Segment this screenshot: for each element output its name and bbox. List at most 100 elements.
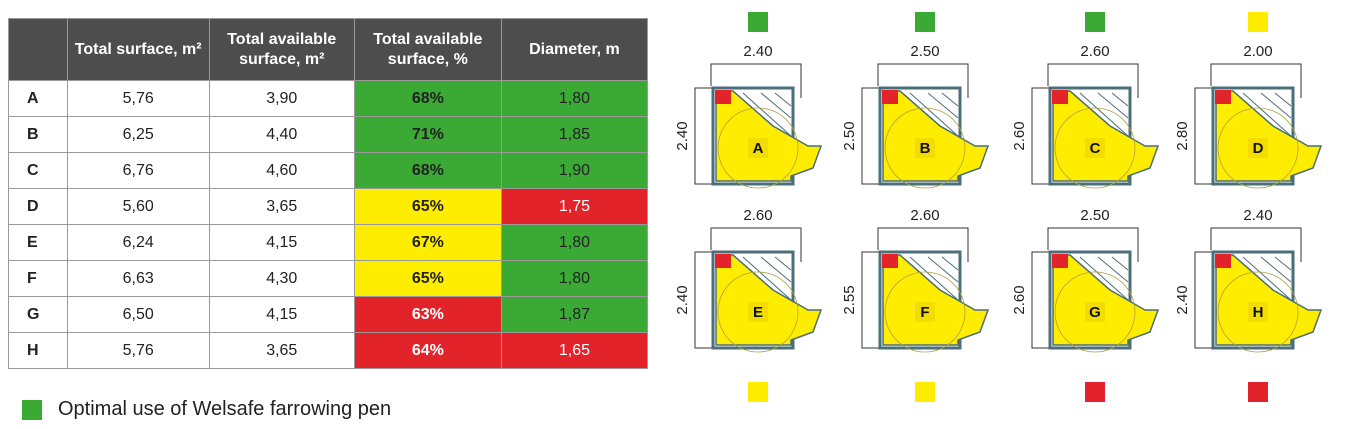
table-cell: D xyxy=(8,188,68,225)
table-cell: 6,24 xyxy=(66,224,210,261)
table-cell: 5,76 xyxy=(66,80,210,117)
pen-label: B xyxy=(920,140,931,157)
table-cell: 64% xyxy=(353,332,502,369)
table-row: D 5,60 3,65 65% 1,75 xyxy=(8,188,649,225)
status-square xyxy=(748,12,768,32)
turning-circle xyxy=(884,271,966,353)
crate-bars xyxy=(1242,92,1292,137)
table-cell: 1,85 xyxy=(500,116,649,153)
table-row: F 6,63 4,30 65% 1,80 xyxy=(8,260,649,297)
depth-label: 2.80 xyxy=(1174,121,1191,150)
width-bracket xyxy=(877,63,969,98)
creep-corner xyxy=(1052,254,1068,268)
width-label: 2.50 xyxy=(1080,207,1109,224)
label-box xyxy=(1085,138,1105,158)
pen-label: H xyxy=(1253,304,1264,321)
turning-circle xyxy=(717,107,799,189)
label-box xyxy=(748,302,768,322)
table-cell: 5,60 xyxy=(66,188,210,225)
depth-label: 2.50 xyxy=(841,121,858,150)
depth-label: 2.40 xyxy=(674,121,691,150)
depth-bracket xyxy=(694,87,715,185)
table-row: C 6,76 4,60 68% 1,90 xyxy=(8,152,649,189)
label-box xyxy=(748,138,768,158)
table-cell: 1,75 xyxy=(500,188,649,225)
table-cell: E xyxy=(8,224,68,261)
table-cell: 4,30 xyxy=(208,260,355,297)
table-body: A 5,76 3,90 68% 1,80 B 6,25 4,40 71% 1,85 C 6,76 4,6… xyxy=(8,80,649,369)
header-cell: Diameter, m xyxy=(500,18,649,81)
header-cell: Total available surface, % xyxy=(353,18,502,81)
depth-label: 2.60 xyxy=(1011,285,1028,314)
table-cell: 65% xyxy=(353,188,502,225)
legend-label: Optimal use of Welsafe farrowing pen xyxy=(58,398,392,420)
table-cell: 68% xyxy=(353,152,502,189)
depth-label: 2.55 xyxy=(841,285,858,314)
status-square xyxy=(748,382,768,402)
depth-bracket xyxy=(861,87,882,185)
label-box xyxy=(915,302,935,322)
header-cell: Total surface, m² xyxy=(66,18,210,81)
table-cell: 4,15 xyxy=(208,224,355,261)
table-cell: 4,40 xyxy=(208,116,355,153)
depth-bracket xyxy=(1194,251,1215,349)
pen-label: A xyxy=(753,140,764,157)
turning-circle xyxy=(1217,107,1299,189)
depth-bracket xyxy=(1031,251,1052,349)
status-square xyxy=(1085,382,1105,402)
creep-corner xyxy=(715,254,731,268)
width-label: 2.60 xyxy=(910,207,939,224)
width-bracket xyxy=(710,63,802,98)
table-cell: H xyxy=(8,332,68,369)
crate-bars xyxy=(909,92,959,137)
table-cell: 5,76 xyxy=(66,332,210,369)
width-label: 2.00 xyxy=(1243,43,1272,60)
pen-label: D xyxy=(1253,140,1264,157)
table-cell: 1,80 xyxy=(500,80,649,117)
creep-corner xyxy=(882,254,898,268)
width-bracket xyxy=(1210,227,1302,262)
table-cell: 6,63 xyxy=(66,260,210,297)
legend: Optimal use of Welsafe farrowing pen xyxy=(22,398,391,421)
status-square xyxy=(915,12,935,32)
width-bracket xyxy=(877,227,969,262)
creep-corner xyxy=(1215,90,1231,104)
table-cell: 6,25 xyxy=(66,116,210,153)
table-cell: 6,76 xyxy=(66,152,210,189)
pen-label: F xyxy=(920,304,929,321)
table-cell: 3,65 xyxy=(208,332,355,369)
crate-bars xyxy=(1242,256,1292,301)
table-cell: 68% xyxy=(353,80,502,117)
header-cell: Total available surface, m² xyxy=(208,18,355,81)
turning-circle xyxy=(1054,107,1136,189)
table-row: G 6,50 4,15 63% 1,87 xyxy=(8,296,649,333)
width-label: 2.40 xyxy=(743,43,772,60)
creep-corner xyxy=(1052,90,1068,104)
crate-bars xyxy=(742,92,792,137)
table-cell: 4,15 xyxy=(208,296,355,333)
table-cell: 65% xyxy=(353,260,502,297)
label-box xyxy=(1085,302,1105,322)
crate-bars xyxy=(1079,92,1129,137)
width-bracket xyxy=(1047,63,1139,98)
pen-label: C xyxy=(1090,140,1101,157)
table-row: A 5,76 3,90 68% 1,80 xyxy=(8,80,649,117)
table-cell: C xyxy=(8,152,68,189)
header-row: Total surface, m² Total available surface… xyxy=(8,18,649,81)
creep-corner xyxy=(715,90,731,104)
turning-circle xyxy=(884,107,966,189)
width-bracket xyxy=(710,227,802,262)
label-box xyxy=(915,138,935,158)
table-cell: 1,80 xyxy=(500,224,649,261)
crate-bars xyxy=(909,256,959,301)
depth-bracket xyxy=(694,251,715,349)
turning-circle xyxy=(1054,271,1136,353)
creep-corner xyxy=(1215,254,1231,268)
turning-circle xyxy=(717,271,799,353)
table-cell: 6,50 xyxy=(66,296,210,333)
width-bracket xyxy=(1047,227,1139,262)
turning-circle xyxy=(1217,271,1299,353)
width-bracket xyxy=(1210,63,1302,98)
table-cell: 1,87 xyxy=(500,296,649,333)
